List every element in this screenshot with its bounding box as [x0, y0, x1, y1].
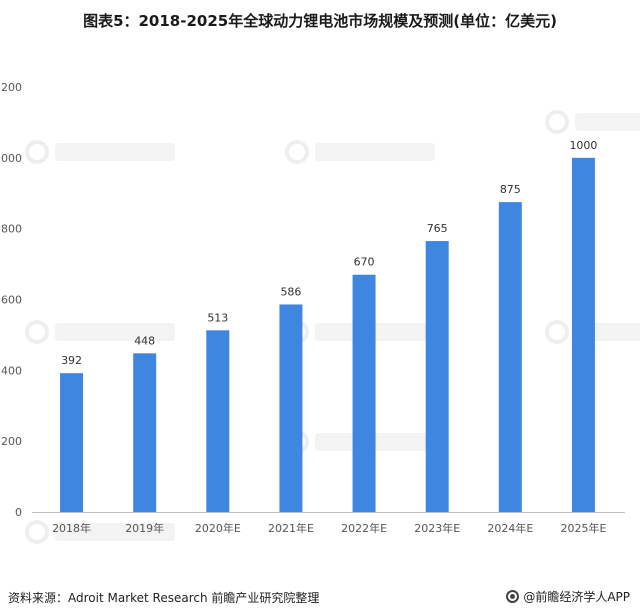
brand-logo-icon: [506, 590, 520, 603]
bar: [571, 157, 595, 513]
bar: [352, 274, 376, 512]
bar: [133, 353, 157, 512]
y-tick-label: 400: [1, 364, 22, 377]
data-label: 1000: [569, 139, 597, 152]
data-label: 765: [427, 222, 448, 235]
y-tick-label: 0: [15, 506, 22, 519]
bar: [498, 202, 522, 512]
x-tick-label: 2020年E: [195, 521, 241, 535]
x-axis-ticks: 2018年 2019年 2020年E 2021年E 2022年E 2023年E 2024年E…: [52, 521, 606, 535]
x-tick-label: 2018年: [52, 521, 91, 535]
data-labels: 392 448 513 586 670 765 875 1000: [61, 139, 597, 367]
x-tick-label: 2025年E: [560, 521, 606, 535]
bars: [60, 157, 595, 513]
bar: [425, 241, 449, 512]
x-tick-label: 2022年E: [341, 521, 387, 535]
y-tick-label: 800: [1, 223, 22, 236]
y-tick-label: 1000: [0, 152, 22, 165]
x-tick-label: 2024年E: [487, 521, 533, 535]
y-tick-label: 600: [1, 294, 22, 307]
data-label: 586: [280, 285, 301, 298]
data-label: 513: [207, 311, 228, 324]
bar: [60, 373, 84, 512]
bar-chart: 0 200 400 600 800 1000 1200 392 448 513 586 670 765…: [0, 81, 625, 535]
x-tick-label: 2023年E: [414, 521, 460, 535]
y-tick-label: 200: [1, 435, 22, 448]
data-label: 392: [61, 354, 82, 367]
y-axis-ticks: 0 200 400 600 800 1000 1200: [0, 81, 22, 519]
bar: [206, 330, 230, 512]
chart-title: 图表5：2018-2025年全球动力锂电池市场规模及预测(单位：亿美元): [83, 12, 557, 30]
x-tick-label: 2021年E: [268, 521, 314, 535]
x-tick-label: 2019年: [125, 521, 164, 535]
bar: [279, 304, 303, 512]
y-tick-label: 1200: [0, 81, 22, 94]
brand-text: @前瞻经济学人APP: [523, 590, 630, 604]
brand-credit: @前瞻经济学人APP: [506, 588, 630, 605]
source-note: 资料来源：Adroit Market Research 前瞻产业研究院整理: [8, 591, 320, 605]
data-label: 448: [134, 334, 155, 347]
data-label: 670: [354, 256, 375, 269]
data-label: 875: [500, 183, 521, 196]
